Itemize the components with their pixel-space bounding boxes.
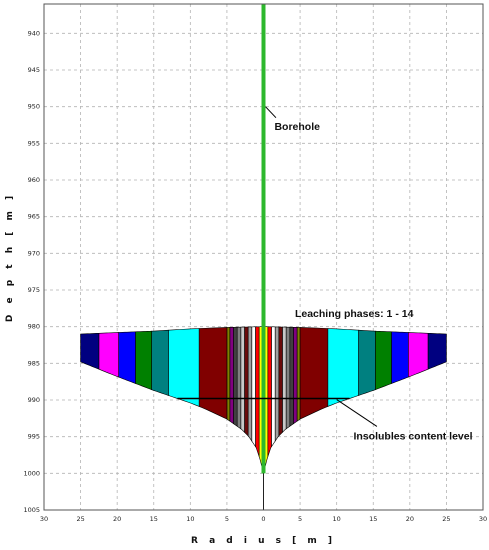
leaching-phase-band [375,330,392,391]
borehole-leader-line [265,106,277,119]
x-tick-label: 25 [442,515,450,523]
x-tick-label: 20 [406,515,414,523]
leaching-phase-band [293,326,298,425]
leaching-phase-band [408,332,429,378]
axis-ticks: 30 25 20 15 10 5 0 5 10 15 20 25 30 940 945 950 955 960 96… [23,29,487,523]
x-tick-label: 30 [479,515,487,523]
annotations: Borehole Leaching phases: 1 - 14 Insolub… [265,106,473,443]
y-tick-label: 980 [28,323,40,331]
leaching-phases-label: Leaching phases: 1 - 14 [295,308,414,320]
x-axis-title: R a d i u s [ m ] [191,536,336,546]
y-tick-label: 965 [28,213,40,221]
leaching-phase-band [296,327,301,422]
leaching-phase-band [267,326,272,457]
x-tick-label: 10 [333,515,341,523]
leaching-phase-band [327,328,359,407]
leaching-phase-band [226,327,231,422]
x-tick-label: 0 [261,515,265,523]
y-tick-label: 1000 [23,469,40,477]
y-tick-label: 955 [28,139,40,147]
leaching-phase-band [285,326,291,430]
borehole-label: Borehole [274,121,320,133]
y-tick-label: 970 [28,249,40,257]
y-tick-label: 1005 [23,506,40,514]
leaching-phase-band [118,331,136,384]
y-tick-label: 975 [28,286,40,294]
leaching-phase-band [80,332,100,370]
y-tick-label: 990 [28,396,40,404]
y-axis-title: D e p t h [ m ] [5,192,15,322]
leaching-phase-band [251,326,256,448]
leaching-phase-band [271,326,276,448]
leaching-phase-band [427,332,447,370]
leaching-phase-band [98,332,119,378]
x-tick-label: 15 [369,515,377,523]
leaching-phase-band [229,326,234,425]
x-tick-label: 5 [225,515,229,523]
x-tick-label: 25 [76,515,84,523]
leaching-phase-band [274,326,280,443]
leaching-phase-band [278,326,283,437]
leaching-phase-band [247,326,253,443]
x-tick-label: 10 [186,515,194,523]
plot-frame [43,3,484,511]
leaching-phase-band [151,329,169,396]
leaching-phase-band [236,326,242,430]
cavern-profile [80,326,447,474]
leaching-phase-band [391,331,409,384]
y-tick-label: 985 [28,359,40,367]
insolubles-label: Insolubles content level [353,431,472,443]
leaching-phase-band [135,330,152,391]
leaching-phase-band [233,326,238,427]
leaching-phase-band [198,327,228,420]
leaching-phase-band [289,326,294,427]
leaching-phase-band [255,326,260,457]
y-tick-label: 960 [28,176,40,184]
x-tick-label: 15 [150,515,158,523]
insolubles-leader-line [336,399,378,427]
leaching-phase-band [168,328,200,407]
x-tick-label: 5 [298,515,302,523]
y-tick-label: 950 [28,103,40,111]
y-tick-label: 940 [28,29,40,37]
x-tick-label: 30 [40,515,48,523]
leaching-phase-band [282,326,287,433]
leaching-phase-band [299,327,329,420]
y-tick-label: 995 [28,433,40,441]
leaching-phase-band [358,329,376,396]
x-tick-label: 20 [113,515,121,523]
leaching-phase-band [240,326,245,433]
y-tick-label: 945 [28,66,40,74]
leaching-phase-band [244,326,249,437]
